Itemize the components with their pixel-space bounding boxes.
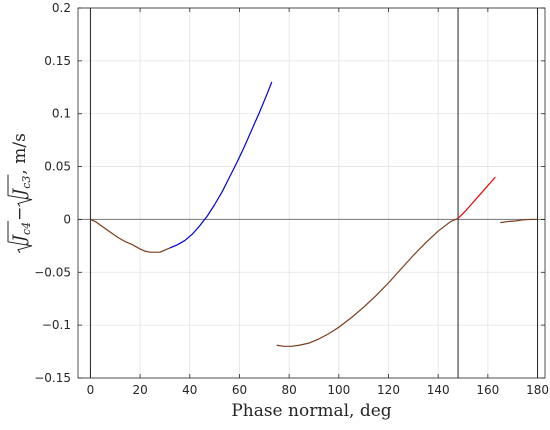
series-line-5 <box>500 218 538 224</box>
series-lines <box>90 81 538 347</box>
x-axis-label: Phase normal, deg <box>231 401 391 421</box>
sqrt-symbol <box>7 174 33 207</box>
x-tick-label: 0 <box>87 383 95 397</box>
y-tick-label: 0 <box>63 212 71 226</box>
series-line-2 <box>169 81 273 249</box>
y-tick-label: −0.15 <box>34 371 71 385</box>
y-tick-label: −0.05 <box>34 265 71 279</box>
y-axis-label: Jc4 − Jc3 , m/s <box>7 133 33 254</box>
x-tick-label: 20 <box>132 383 147 397</box>
y-tick-label: −0.1 <box>42 318 71 332</box>
y-axis-label-content: Jc4 − Jc3 , m/s <box>7 133 33 254</box>
x-tick-label: 100 <box>327 383 350 397</box>
y-axis-label-part: , m/s <box>10 133 30 174</box>
y-tick-labels: −0.15 −0.1 −0.05 0 0.05 0.1 0.15 0.2 <box>34 1 71 385</box>
plot-frame <box>77 7 546 379</box>
x-tick-label: 120 <box>377 383 400 397</box>
x-tick-label: 80 <box>282 383 297 397</box>
sqrt-symbol <box>7 220 33 254</box>
y-tick-label: 0.05 <box>44 160 71 174</box>
y-axis-label-part: − <box>10 207 30 221</box>
reference-lines <box>78 8 545 378</box>
y-axis-label-part: J <box>10 234 30 245</box>
y-axis-label-part: J <box>10 188 30 199</box>
x-tick-label: 140 <box>427 383 450 397</box>
series-line-3 <box>276 217 459 347</box>
x-tick-label: 40 <box>182 383 197 397</box>
x-tick-label: 180 <box>526 383 549 397</box>
x-tick-label: 60 <box>232 383 247 397</box>
ticks <box>78 7 545 379</box>
series-line-4 <box>457 176 496 219</box>
series-line-1 <box>90 218 171 253</box>
y-axis-label-subscript: c3 <box>20 176 33 189</box>
y-tick-label: 0.1 <box>52 107 71 121</box>
y-axis-label-subscript: c4 <box>20 222 33 235</box>
y-tick-label: 0.15 <box>44 54 71 68</box>
y-tick-label: 0.2 <box>52 1 71 15</box>
x-tick-labels: 0 20 40 60 80 100 120 140 160 180 <box>87 383 549 397</box>
x-tick-label: 160 <box>476 383 499 397</box>
